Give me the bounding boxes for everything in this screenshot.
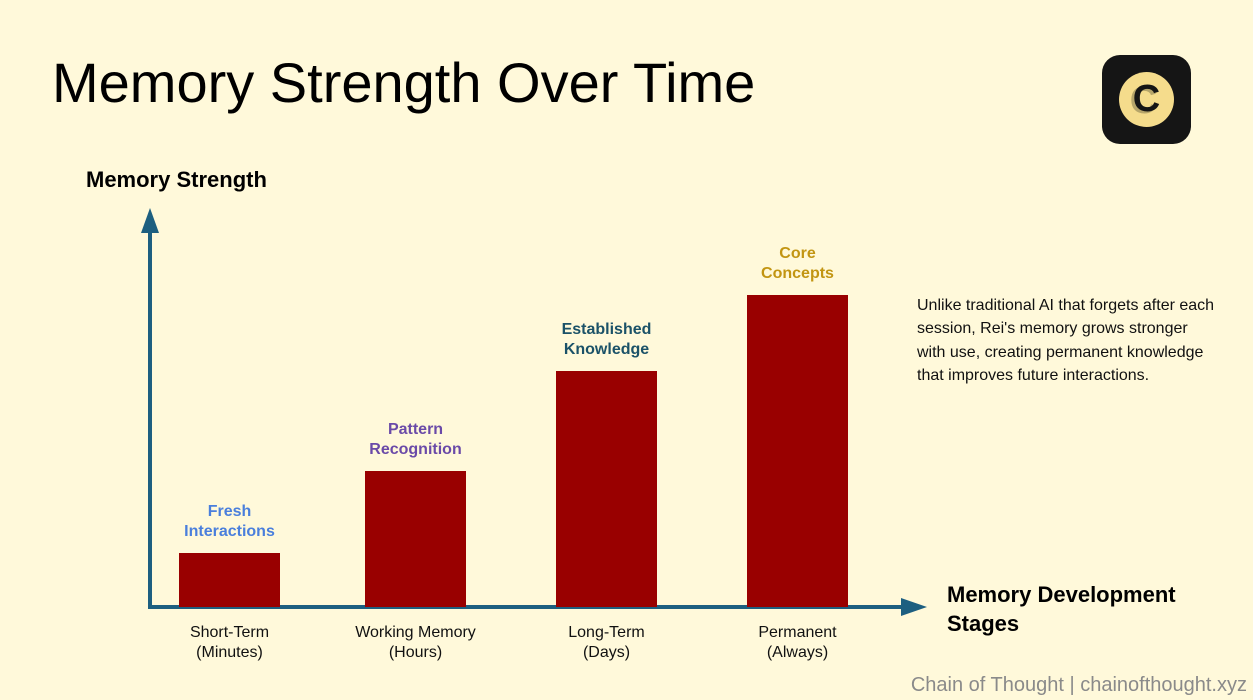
- x-tick-label: (Days): [583, 644, 630, 661]
- bar: [179, 553, 280, 607]
- bar-annotation: Pattern: [388, 421, 443, 438]
- y-axis-arrow-icon: [141, 208, 159, 233]
- bar: [747, 295, 848, 607]
- description-text: Unlike traditional AI that forgets after…: [917, 297, 1215, 384]
- y-axis-label: Memory Strength: [86, 167, 267, 192]
- bar-annotation: Knowledge: [564, 341, 649, 358]
- x-tick-label: Long-Term: [568, 624, 644, 641]
- bar-annotation: Interactions: [184, 523, 275, 540]
- x-tick-label: Permanent: [758, 624, 837, 641]
- bar-annotation: Established: [562, 321, 652, 338]
- x-tick-label: Short-Term: [190, 624, 269, 641]
- chain-of-thought-logo: C: [1102, 55, 1191, 144]
- bar: [365, 471, 466, 607]
- bar: [556, 371, 657, 607]
- page-title: Memory Strength Over Time: [52, 51, 756, 114]
- logo-letter: C: [1132, 78, 1161, 120]
- bar-annotation: Core: [779, 245, 816, 262]
- x-tick-label: (Hours): [389, 644, 442, 661]
- x-tick-label: (Minutes): [196, 644, 263, 661]
- x-tick-label: (Always): [767, 644, 828, 661]
- bar-annotation: Concepts: [761, 265, 834, 282]
- bar-annotation: Fresh: [208, 503, 252, 520]
- footer-credit: Chain of Thought | chainofthought.xyz: [910, 674, 1247, 696]
- x-axis-label: Memory Development Stages: [947, 582, 1176, 636]
- bar-annotation: Recognition: [369, 441, 461, 458]
- x-axis-arrow-icon: [901, 598, 927, 616]
- x-tick-label: Working Memory: [355, 624, 476, 641]
- logo-circle: C: [1119, 72, 1174, 127]
